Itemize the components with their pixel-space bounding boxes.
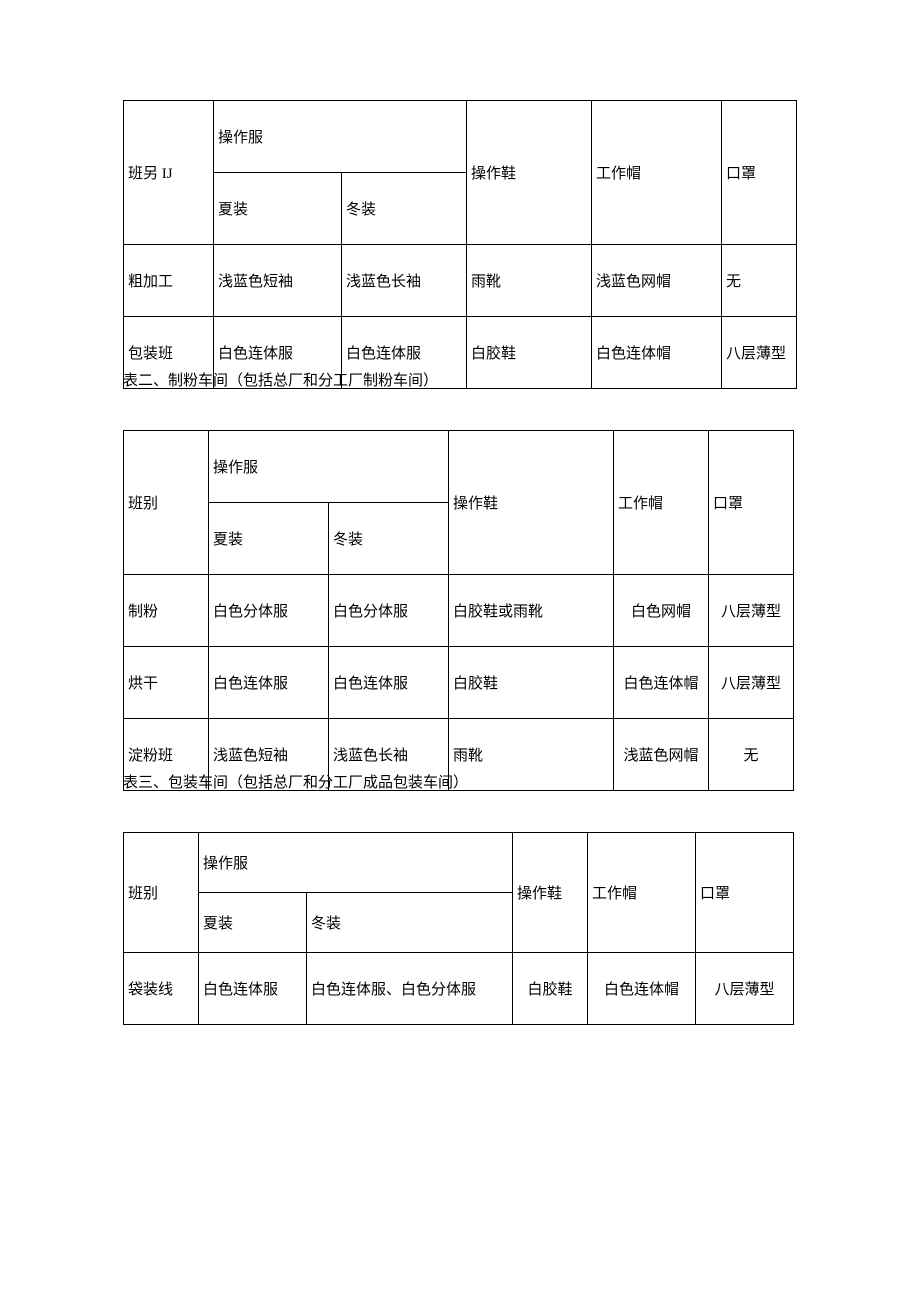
cell: 八层薄型 [709, 575, 794, 647]
t2-h-hat: 工作帽 [614, 431, 709, 575]
table1-caption: 表二、制粉车间（包括总厂和分工厂制粉车间） [123, 369, 920, 390]
cell: 白色连体服、白色分体服 [307, 953, 513, 1025]
cell: 白胶鞋 [449, 647, 614, 719]
cell: 八层薄型 [709, 647, 794, 719]
t2-h-shoes: 操作鞋 [449, 431, 614, 575]
cell: 白色连体服 [329, 647, 449, 719]
cell: 无 [722, 245, 797, 317]
table-row: 制粉 白色分体服 白色分体服 白胶鞋或雨靴 白色网帽 八层薄型 [124, 575, 794, 647]
t3-h-hat: 工作帽 [588, 833, 696, 953]
cell: 粗加工 [124, 245, 214, 317]
t3-h-summer: 夏装 [199, 893, 307, 953]
cell: 白色网帽 [614, 575, 709, 647]
cell: 浅蓝色长袖 [342, 245, 467, 317]
t1-h-summer: 夏装 [214, 173, 342, 245]
table2-caption: 表三、包装车间（包括总厂和分工厂成品包装车间） [123, 771, 920, 792]
table-2: 班别 操作服 操作鞋 工作帽 口罩 夏装 冬装 制粉 白色分体服 白色分体服 白… [123, 430, 794, 791]
t1-h-hat: 工作帽 [592, 101, 722, 245]
t2-h-class: 班别 [124, 431, 209, 575]
t1-h-mask: 口罩 [722, 101, 797, 245]
table-row: 粗加工 浅蓝色短袖 浅蓝色长袖 雨靴 浅蓝色网帽 无 [124, 245, 797, 317]
t1-h-clothes: 操作服 [214, 101, 467, 173]
table-row: 烘干 白色连体服 白色连体服 白胶鞋 白色连体帽 八层薄型 [124, 647, 794, 719]
t3-h-shoes: 操作鞋 [513, 833, 588, 953]
cell: 白胶鞋 [513, 953, 588, 1025]
cell: 浅蓝色网帽 [592, 245, 722, 317]
table-row: 袋装线 白色连体服 白色连体服、白色分体服 白胶鞋 白色连体帽 八层薄型 [124, 953, 794, 1025]
t1-h-winter: 冬装 [342, 173, 467, 245]
t2-h-mask: 口罩 [709, 431, 794, 575]
cell: 白色连体帽 [588, 953, 696, 1025]
t2-h-clothes: 操作服 [209, 431, 449, 503]
cell: 雨靴 [467, 245, 592, 317]
t2-h-summer: 夏装 [209, 503, 329, 575]
cell: 烘干 [124, 647, 209, 719]
cell: 袋装线 [124, 953, 199, 1025]
cell: 白色分体服 [329, 575, 449, 647]
t3-h-mask: 口罩 [696, 833, 794, 953]
t1-h-class: 班另 IJ [124, 101, 214, 245]
cell: 浅蓝色短袖 [214, 245, 342, 317]
cell: 白色连体帽 [614, 647, 709, 719]
cell: 白色分体服 [209, 575, 329, 647]
t3-h-clothes: 操作服 [199, 833, 513, 893]
table-3: 班别 操作服 操作鞋 工作帽 口罩 夏装 冬装 袋装线 白色连体服 白色连体服、… [123, 832, 794, 1025]
cell: 白色连体服 [199, 953, 307, 1025]
cell: 八层薄型 [696, 953, 794, 1025]
cell: 白胶鞋或雨靴 [449, 575, 614, 647]
t1-h-shoes: 操作鞋 [467, 101, 592, 245]
table-1: 班另 IJ 操作服 操作鞋 工作帽 口罩 夏装 冬装 粗加工 浅蓝色短袖 浅蓝色… [123, 100, 797, 389]
t3-h-winter: 冬装 [307, 893, 513, 953]
cell: 白色连体服 [209, 647, 329, 719]
t2-h-winter: 冬装 [329, 503, 449, 575]
cell: 制粉 [124, 575, 209, 647]
t3-h-class: 班别 [124, 833, 199, 953]
